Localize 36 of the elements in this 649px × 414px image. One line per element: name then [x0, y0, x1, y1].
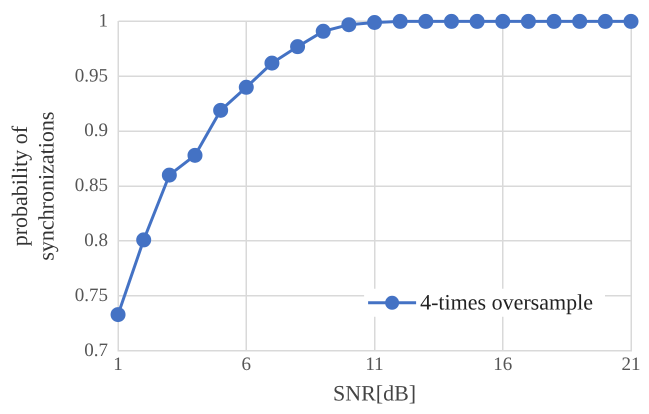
point	[162, 168, 177, 183]
point	[187, 148, 202, 163]
point	[316, 24, 331, 39]
y-tick-label: 0.85	[74, 175, 108, 196]
x-tick-label: 11	[365, 354, 384, 376]
point	[392, 14, 408, 29]
point	[598, 14, 613, 29]
point	[572, 14, 588, 29]
point	[624, 14, 638, 29]
point	[470, 14, 485, 29]
x-tick-label: 6	[242, 354, 252, 376]
y-tick-label: 1	[98, 10, 108, 32]
point	[444, 14, 459, 29]
point	[495, 14, 510, 29]
point	[290, 39, 306, 54]
y-tick-label: 0.95	[74, 65, 108, 86]
x-tick-label: 21	[622, 354, 640, 376]
y-tick-label: 0.75	[74, 284, 108, 306]
legend-label: 4-times oversample	[420, 290, 594, 315]
point	[213, 102, 228, 118]
point	[367, 15, 382, 30]
x-axis-title: SNR[dB]	[332, 380, 416, 406]
point	[418, 14, 434, 29]
point	[238, 80, 254, 95]
point	[136, 232, 152, 248]
point	[520, 14, 536, 29]
point	[264, 56, 280, 71]
x-tick-label: 16	[493, 354, 512, 376]
y-tick-label: 0.7	[84, 340, 108, 361]
y-tick-label: 0.9	[84, 120, 108, 142]
y-tick-label: 0.8	[84, 230, 108, 251]
point	[546, 14, 562, 29]
y-axis-title: probability of synchronizations	[6, 112, 58, 261]
x-tick-label: 1	[113, 354, 123, 376]
point	[110, 307, 126, 322]
point	[341, 17, 356, 32]
